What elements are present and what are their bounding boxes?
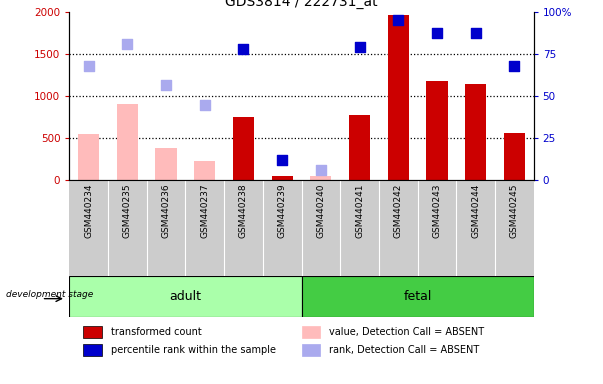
- Point: [84, 63, 93, 70]
- Text: value, Detection Call = ABSENT: value, Detection Call = ABSENT: [329, 326, 484, 337]
- Point: [393, 17, 403, 23]
- Bar: [69, 276, 302, 317]
- Point: [316, 167, 326, 174]
- Point: [471, 30, 481, 36]
- Text: GSM440239: GSM440239: [277, 184, 286, 238]
- Title: GDS3814 / 222731_at: GDS3814 / 222731_at: [225, 0, 378, 9]
- Point: [355, 44, 364, 50]
- Text: fetal: fetal: [403, 290, 432, 303]
- Bar: [83, 326, 102, 338]
- Text: rank, Detection Call = ABSENT: rank, Detection Call = ABSENT: [329, 345, 479, 356]
- Text: adult: adult: [169, 290, 201, 303]
- Bar: [233, 117, 254, 180]
- Bar: [426, 81, 447, 180]
- Bar: [388, 15, 409, 180]
- Bar: [271, 176, 293, 180]
- Text: GSM440245: GSM440245: [510, 184, 519, 238]
- Text: GSM440243: GSM440243: [432, 184, 441, 238]
- Text: GSM440241: GSM440241: [355, 184, 364, 238]
- Point: [122, 41, 132, 47]
- Bar: [117, 104, 138, 180]
- Text: GSM440236: GSM440236: [162, 184, 171, 238]
- Bar: [310, 176, 332, 180]
- Bar: [78, 134, 99, 180]
- Bar: [302, 326, 320, 338]
- Bar: [156, 147, 177, 180]
- Bar: [465, 84, 486, 180]
- Bar: [194, 161, 215, 180]
- Point: [239, 46, 248, 52]
- Bar: [302, 344, 320, 356]
- Point: [161, 82, 171, 88]
- Text: GSM440242: GSM440242: [394, 184, 403, 238]
- Bar: [504, 133, 525, 180]
- Bar: [349, 116, 370, 180]
- Bar: [302, 276, 534, 317]
- Point: [432, 30, 442, 36]
- Text: GSM440234: GSM440234: [84, 184, 93, 238]
- Text: transformed count: transformed count: [111, 326, 202, 337]
- Text: GSM440238: GSM440238: [239, 184, 248, 238]
- Text: GSM440235: GSM440235: [123, 184, 132, 238]
- Text: GSM440240: GSM440240: [317, 184, 326, 238]
- Text: development stage: development stage: [5, 290, 93, 299]
- Point: [510, 63, 519, 69]
- Bar: [83, 344, 102, 356]
- Text: percentile rank within the sample: percentile rank within the sample: [111, 345, 276, 356]
- Point: [277, 157, 287, 163]
- Text: GSM440237: GSM440237: [200, 184, 209, 238]
- Text: GSM440244: GSM440244: [471, 184, 480, 238]
- Point: [200, 102, 210, 108]
